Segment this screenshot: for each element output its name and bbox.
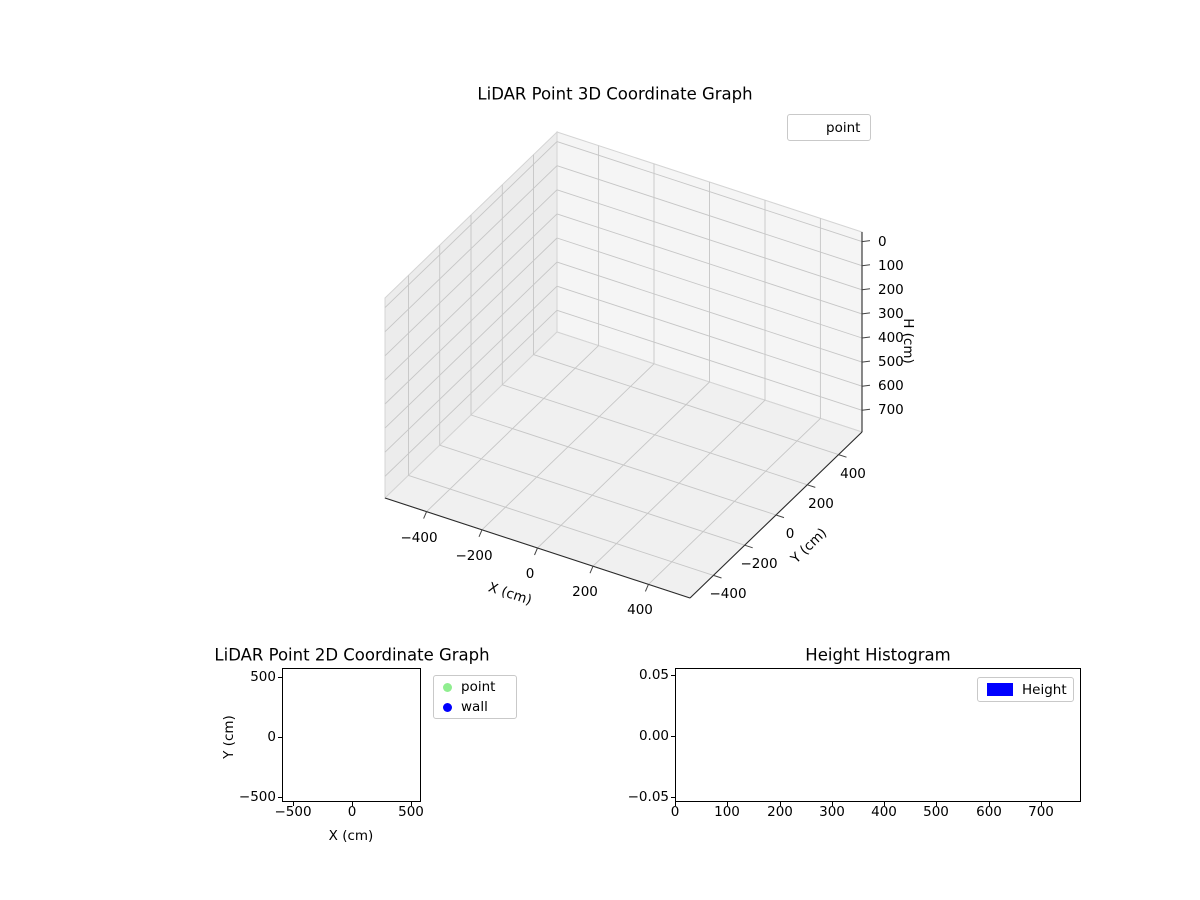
plot3d-gridlines [384,141,863,585]
plot2d-y-tick-label: −500 [238,789,276,805]
plot3d-x-tick-label: −400 [400,530,438,546]
legend-label: point [826,119,861,136]
histogram-y-tick-label: 0.05 [638,667,669,683]
point-marker-icon [797,123,817,133]
plot2d-title: LiDAR Point 2D Coordinate Graph [214,645,490,665]
histogram-tick-marks [671,675,1042,806]
plot3d-z-tick-label: 700 [878,402,904,418]
legend-label: point [461,679,496,695]
histogram-y-tick-label: 0.00 [638,728,669,744]
plot3d-title: LiDAR Point 3D Coordinate Graph [477,84,753,104]
histogram-x-tick-label: 0 [670,804,680,820]
plot2d-y-tick-label: 500 [250,669,276,685]
histogram-x-tick-label: 600 [976,804,1002,820]
plot3d-legend: point [787,114,871,141]
wall-marker-icon [443,702,452,712]
plot3d-x-tick-label: 400 [627,602,653,618]
plot3d-x-tick-label: 0 [525,566,535,582]
histogram-x-tick-label: 400 [871,804,897,820]
plot2d-legend: point wall [433,675,517,719]
plot2d-x-tick-label: −500 [274,804,312,820]
plot2d-tick-marks [278,677,412,806]
plot2d-x-axis-label: X (cm) [328,828,374,844]
histogram-x-tick-label: 100 [714,804,740,820]
plot3d-tick-marks [423,240,871,592]
plot3d-y-tick-label: −200 [740,556,778,572]
legend-label: wall [461,699,488,715]
plot3d-y-tick-label: 400 [840,466,866,482]
legend-entry-height: Height [987,681,1067,698]
plot3d-z-tick-label: 0 [878,234,887,250]
histogram-x-tick-label: 300 [819,804,845,820]
legend-entry-wall: wall [443,699,507,715]
plot3d-z-tick-label: 200 [878,282,904,298]
histogram-x-tick-label: 200 [767,804,793,820]
plot3d-z-tick-label: 400 [878,330,904,346]
plot3d-x-tick-label: 200 [572,584,598,600]
histogram-legend: Height [977,677,1074,702]
plot3d-z-tick-label: 500 [878,354,904,370]
plot3d-x-tick-label: −200 [455,548,493,564]
plot3d-z-tick-label: 600 [878,378,904,394]
plot3d-y-tick-label: 0 [785,526,795,542]
histogram-x-tick-label: 500 [923,804,949,820]
height-patch-icon [987,683,1013,696]
plot3d-z-axis-label: H (cm) [900,318,916,364]
plot2d-y-axis-label: Y (cm) [221,715,237,759]
histogram-x-tick-label: 700 [1028,804,1054,820]
histogram-y-tick-label: −0.05 [627,789,669,805]
legend-entry-point: point [797,120,861,136]
plot2d-y-tick-label: 0 [267,729,276,745]
plot2d-x-tick-label: 500 [398,804,424,820]
histogram-title: Height Histogram [805,645,951,665]
plot2d-axes-box [282,668,421,802]
plot3d-y-tick-label: 200 [808,496,834,512]
point-marker-icon [443,682,452,692]
legend-label: Height [1022,681,1067,698]
plot2d-x-tick-label: 0 [347,804,357,820]
plot3d-y-tick-label: −400 [709,586,747,602]
plot3d-z-tick-label: 300 [878,306,904,322]
plot3d-z-tick-label: 100 [878,258,904,274]
legend-entry-point: point [443,679,507,695]
